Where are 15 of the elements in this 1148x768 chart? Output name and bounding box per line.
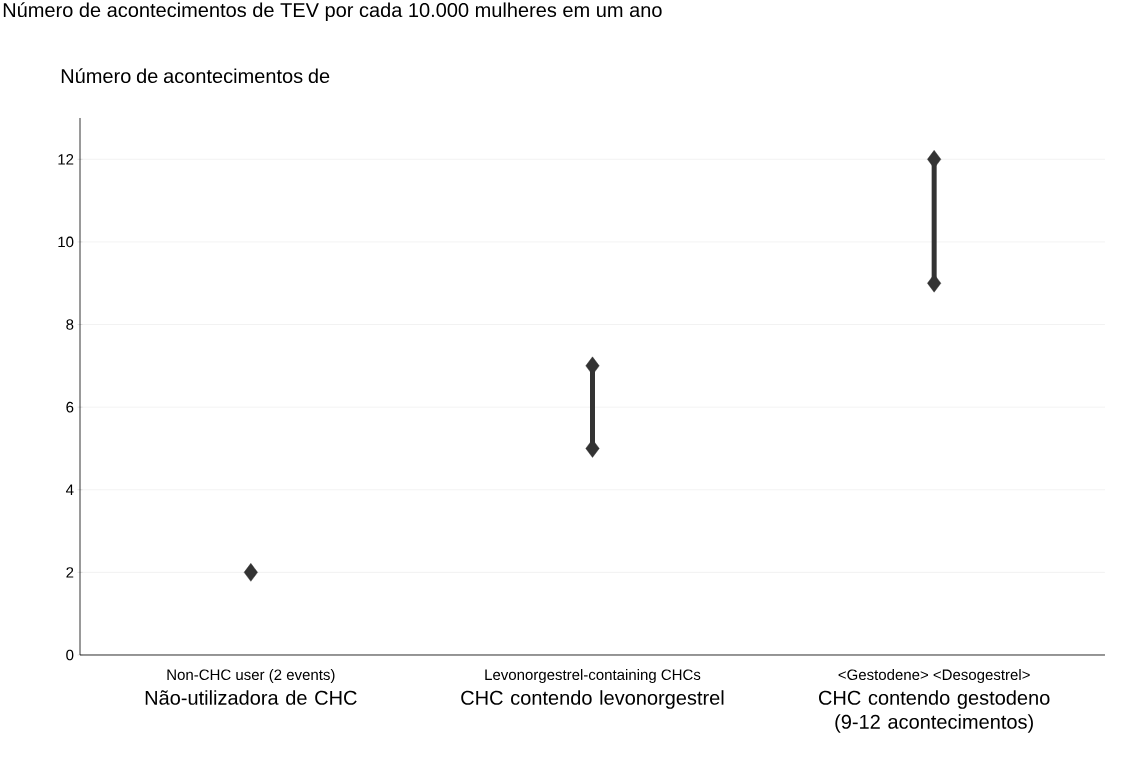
text: Não-utilizadora de CHC bbox=[145, 690, 357, 705]
y-axis-title: Número de acontecimentos de bbox=[61, 68, 330, 84]
y-tick-label: 0 bbox=[66, 649, 74, 661]
y-tick-label: 4 bbox=[65, 484, 74, 495]
y-tick-label: 2 bbox=[66, 567, 74, 578]
x-tick-label: Levonorgestrel-containing CHCs bbox=[485, 669, 701, 683]
y-tick-label: 12 bbox=[58, 154, 74, 165]
y-tick-label: 8 bbox=[66, 319, 74, 330]
x-tick-label: Non-CHC user (2 events) bbox=[167, 669, 335, 683]
x-tick-label: <Gestodene> <Desogestrel> bbox=[838, 669, 1030, 683]
text: CHC contendo gestodeno (9-12 acontecimentos) bbox=[819, 690, 1050, 733]
y-tick-label: 6 bbox=[66, 401, 74, 413]
text: CHC contendo levonorgestrel bbox=[461, 690, 724, 709]
chart-title: Número de acontecimentos de TEV por cada 10.000 mulheres em um ano bbox=[3, 2, 662, 22]
y-tick-label: 10 bbox=[58, 236, 74, 248]
